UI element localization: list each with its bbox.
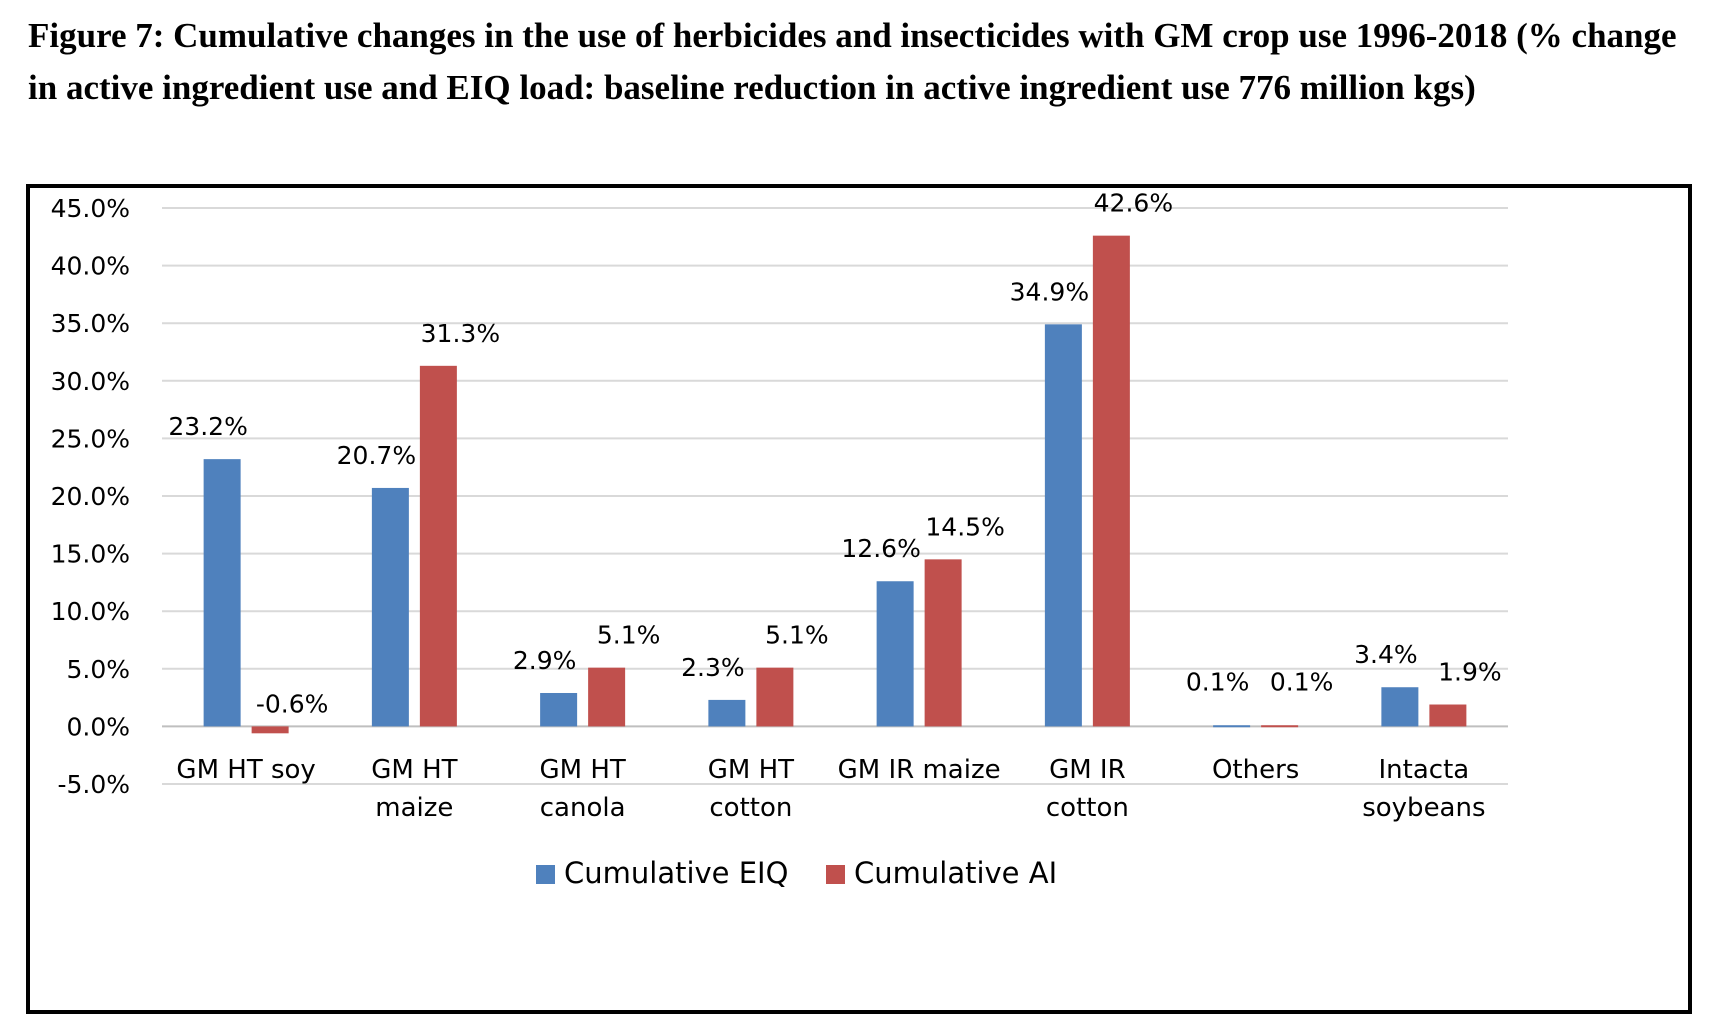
category-label: GM IR cotton — [1046, 755, 1129, 823]
data-label: 3.4% — [1354, 640, 1418, 669]
legend-label: Cumulative EIQ — [564, 856, 788, 890]
legend-label: Cumulative AI — [854, 856, 1057, 890]
data-label: -0.6% — [256, 689, 329, 718]
gridlines — [162, 207, 1508, 785]
category-label: Intacta soybeans — [1362, 755, 1485, 823]
y-tick-label: 0.0% — [66, 712, 130, 741]
figure-title: Figure 7: Cumulative changes in the use … — [28, 16, 1677, 107]
data-label: 20.7% — [337, 441, 416, 470]
bar-chart: -5.0% 0.0% 5.0% 10.0% 15.0% 20.0% 25.0% 30.0% 35… — [51, 189, 1508, 890]
y-tick-label: -5.0% — [57, 770, 130, 799]
category-label: GM HT soy — [176, 755, 315, 785]
y-tick-label: 25.0% — [51, 424, 130, 453]
bar-cumulative-eiq — [708, 699, 746, 727]
bar-cumulative-ai — [924, 559, 962, 727]
bar-cumulative-eiq — [1044, 324, 1082, 727]
bar-cumulative-ai — [419, 365, 457, 727]
legend-swatch-ai — [826, 865, 845, 884]
bar-cumulative-eiq — [1213, 725, 1251, 728]
data-label: 12.6% — [841, 534, 920, 563]
category-label: GM HT cotton — [708, 755, 794, 823]
data-label: 14.5% — [925, 512, 1004, 541]
data-label: 2.3% — [681, 653, 745, 682]
category-labels: GM HT soy GM HT maize GM HT canola GM HT cotto… — [176, 755, 1485, 823]
legend: Cumulative EIQ Cumulative AI — [536, 856, 1057, 890]
y-tick-label: 40.0% — [51, 252, 130, 281]
data-labels: 23.2% 20.7% 2.9% 2.3% 12.6% 34.9% 0.1% 3.4% -0.6… — [168, 189, 1501, 719]
legend-swatch-eiq — [536, 865, 555, 884]
data-label: 2.9% — [513, 646, 577, 675]
chart-frame: -5.0% 0.0% 5.0% 10.0% 15.0% 20.0% 25.0% 30.0% 35… — [26, 184, 1692, 1014]
category-label: GM IR maize — [838, 755, 1001, 785]
bar-cumulative-eiq — [540, 692, 578, 727]
bar-cumulative-ai — [588, 667, 626, 727]
y-tick-label: 30.0% — [51, 367, 130, 396]
bar-cumulative-eiq — [203, 459, 241, 727]
data-label: 5.1% — [597, 621, 661, 650]
data-label: 1.9% — [1438, 658, 1502, 687]
bars — [203, 235, 1467, 734]
bar-cumulative-eiq — [876, 581, 914, 727]
y-tick-label: 10.0% — [51, 597, 130, 626]
bar-cumulative-ai — [1429, 704, 1467, 727]
y-tick-label: 5.0% — [66, 655, 130, 684]
category-label: Others — [1212, 755, 1299, 785]
data-label: 0.1% — [1186, 667, 1250, 696]
category-label: GM HT canola — [539, 755, 625, 823]
data-label: 0.1% — [1270, 667, 1334, 696]
continuation-text-cropped — [28, 1018, 1708, 1030]
data-label: 34.9% — [1010, 277, 1089, 306]
y-tick-label: 45.0% — [51, 194, 130, 223]
y-tick-label: 35.0% — [51, 309, 130, 338]
y-tick-label: 15.0% — [51, 540, 130, 569]
bar-cumulative-ai — [756, 667, 794, 727]
bar-cumulative-eiq — [371, 487, 409, 727]
data-label: 42.6% — [1094, 189, 1173, 218]
bar-cumulative-eiq — [1381, 687, 1419, 727]
category-label: GM HT maize — [371, 755, 457, 823]
y-tick-label: 20.0% — [51, 482, 130, 511]
bar-cumulative-ai — [1261, 725, 1299, 728]
bar-cumulative-ai — [251, 726, 289, 734]
bar-cumulative-ai — [1092, 235, 1130, 727]
y-axis-labels: -5.0% 0.0% 5.0% 10.0% 15.0% 20.0% 25.0% 30.0% 35… — [51, 194, 130, 799]
data-label: 31.3% — [421, 319, 500, 348]
data-label: 5.1% — [765, 621, 829, 650]
data-label: 23.2% — [168, 412, 247, 441]
